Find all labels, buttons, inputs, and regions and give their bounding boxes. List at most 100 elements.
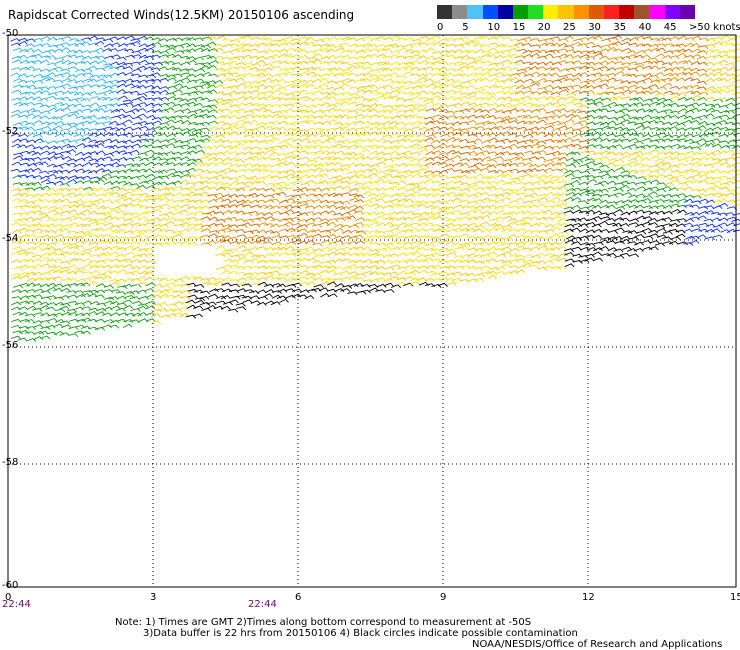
wind-barb — [607, 77, 618, 82]
wind-barb — [467, 126, 478, 131]
wind-barb — [144, 36, 155, 41]
wind-barb — [270, 132, 281, 137]
wind-barb — [291, 239, 302, 244]
wind-barb — [727, 37, 738, 42]
wind-barb — [269, 137, 280, 142]
wind-barb — [136, 108, 147, 112]
wind-barb — [500, 49, 511, 54]
wind-barb — [26, 84, 37, 89]
wind-barb — [227, 125, 239, 130]
wind-barb — [283, 71, 294, 76]
wind-barb — [306, 71, 317, 76]
wind-barb — [383, 116, 394, 121]
wind-barb — [654, 60, 666, 65]
wind-barb — [614, 159, 625, 163]
wind-barb — [669, 121, 680, 126]
wind-barb — [300, 174, 311, 179]
wind-barb — [480, 205, 491, 210]
wind-barb — [579, 206, 590, 211]
wind-barb — [138, 259, 149, 264]
wind-barb — [172, 284, 184, 289]
wind-barb — [579, 116, 590, 121]
wind-barb — [389, 43, 400, 48]
wind-barb — [676, 52, 687, 57]
wind-barb — [698, 222, 709, 227]
wind-barb — [187, 59, 197, 64]
wind-barb — [88, 259, 99, 264]
wind-barb — [47, 209, 58, 214]
wind-barb — [424, 101, 435, 106]
wind-barb — [579, 97, 590, 102]
wind-barb — [173, 170, 184, 175]
wind-barb — [397, 155, 408, 160]
wind-barb — [348, 101, 359, 106]
wind-barb — [444, 72, 455, 77]
wind-barb — [579, 80, 590, 85]
wind-barb — [340, 167, 350, 172]
wind-barb — [545, 111, 556, 115]
wind-barb — [698, 179, 709, 184]
wind-barb — [718, 104, 729, 109]
wind-barb — [375, 151, 386, 156]
wind-barb — [607, 186, 619, 191]
wind-barb — [584, 41, 596, 46]
wind-barb — [593, 53, 604, 58]
wind-barb — [577, 43, 588, 47]
wind-barb — [570, 204, 581, 210]
wind-barb — [620, 41, 631, 46]
wind-barb — [258, 50, 269, 55]
wind-barb — [173, 185, 184, 190]
wind-barb — [642, 125, 652, 131]
wind-barb — [54, 37, 65, 42]
wind-barb — [144, 195, 156, 199]
wind-barb — [255, 68, 267, 73]
wind-barb — [726, 89, 737, 94]
wind-barb — [132, 122, 143, 127]
wind-barb — [508, 139, 519, 144]
wind-barb — [655, 194, 666, 199]
wind-barb — [136, 95, 147, 100]
wind-barb — [285, 80, 296, 85]
wind-barb — [257, 147, 269, 151]
wind-barb — [675, 77, 686, 82]
wind-barb — [585, 192, 596, 197]
wind-barb — [327, 293, 338, 298]
wind-barb — [614, 227, 625, 232]
wind-barb — [571, 77, 582, 82]
wind-barb — [355, 174, 367, 179]
wind-barb — [409, 258, 420, 263]
wind-barb — [514, 59, 525, 64]
wind-barb — [88, 234, 100, 239]
wind-barb — [341, 211, 351, 216]
wind-barb — [347, 50, 358, 54]
wind-barb — [278, 48, 289, 53]
wind-barb — [367, 108, 378, 113]
wind-barb — [684, 138, 695, 143]
wind-barb — [306, 288, 317, 293]
wind-barb — [201, 152, 212, 157]
wind-barb — [103, 163, 114, 168]
wind-barb — [104, 296, 115, 301]
wind-barb — [320, 109, 331, 114]
wind-barb — [403, 98, 414, 103]
wind-barb — [285, 271, 296, 276]
wind-barb — [312, 139, 323, 144]
wind-barb — [368, 168, 379, 173]
wind-barb — [614, 61, 625, 66]
wind-barb — [572, 159, 584, 163]
wind-barb — [68, 282, 79, 287]
wind-barb — [381, 152, 393, 157]
wind-barb — [727, 139, 738, 144]
wind-barb — [487, 47, 498, 52]
wind-barb — [493, 205, 504, 210]
wind-barb — [236, 125, 247, 130]
wind-barb — [615, 110, 626, 115]
wind-barb — [572, 72, 583, 77]
wind-barb — [472, 56, 483, 61]
wind-barb — [419, 35, 430, 40]
wind-barb — [340, 180, 351, 185]
wind-barb — [25, 182, 36, 187]
wind-barb — [145, 74, 157, 79]
wind-barb — [264, 182, 275, 187]
wind-barb — [152, 145, 164, 150]
